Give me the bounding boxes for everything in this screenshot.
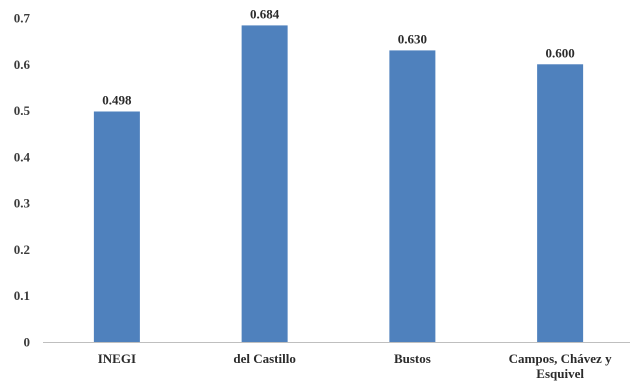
- y-tick-label: 0.1: [14, 288, 30, 303]
- y-tick-label: 0.3: [14, 196, 31, 211]
- bar: [537, 64, 584, 343]
- category-label: del Castillo: [233, 351, 295, 366]
- data-labels: 0.498 0.684 0.630 0.600: [102, 6, 575, 107]
- data-label: 0.498: [102, 92, 132, 107]
- y-tick-label: 0.7: [14, 11, 31, 26]
- data-label: 0.630: [398, 31, 427, 46]
- data-label: 0.684: [250, 6, 280, 21]
- y-tick-label: 0.6: [14, 57, 31, 72]
- category-label: INEGI: [98, 351, 136, 366]
- y-axis-ticks: 0 0.1 0.2 0.3 0.4 0.5 0.6 0.7: [14, 11, 31, 350]
- category-label: Bustos: [394, 351, 431, 366]
- y-tick-label: 0.5: [14, 103, 31, 118]
- bars: [93, 25, 584, 343]
- category-label: Campos, Chávez y Esquivel: [509, 351, 612, 381]
- y-tick-label: 0: [24, 335, 31, 350]
- bar: [93, 111, 140, 342]
- bar: [241, 25, 288, 343]
- y-tick-label: 0.2: [14, 242, 30, 257]
- bar: [389, 50, 436, 343]
- y-tick-label: 0.4: [14, 149, 31, 164]
- data-label: 0.600: [546, 45, 575, 60]
